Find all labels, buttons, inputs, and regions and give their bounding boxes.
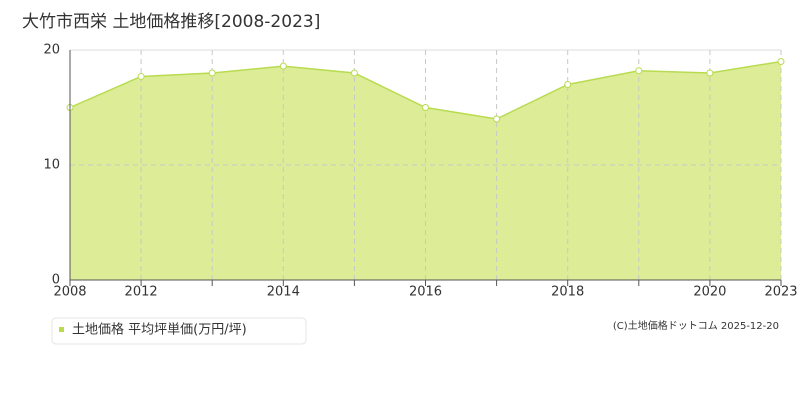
chart-title: 大竹市西栄 土地価格推移[2008-2023] xyxy=(22,12,320,32)
point xyxy=(777,58,785,65)
x-tick-label: 2012 xyxy=(125,285,158,300)
y-tick-label: 0 xyxy=(52,273,60,288)
x-tick-label: 2018 xyxy=(551,285,584,300)
point xyxy=(208,69,216,77)
point xyxy=(635,67,643,75)
y-tick-label: 20 xyxy=(43,43,60,58)
point xyxy=(137,72,145,80)
point xyxy=(706,69,714,77)
legend-label: 土地価格 平均坪単価(万円/坪) xyxy=(72,322,247,338)
point xyxy=(564,81,572,88)
x-tick-label: 2023 xyxy=(764,285,797,300)
x-tick-label: 2014 xyxy=(267,285,300,300)
point xyxy=(279,62,287,70)
point xyxy=(493,115,501,123)
point xyxy=(422,104,429,111)
x-tick-label: 2008 xyxy=(53,285,86,300)
x-tick-label: 2016 xyxy=(409,285,442,300)
y-tick-label: 10 xyxy=(43,158,60,173)
legend-marker xyxy=(59,327,64,332)
copyright: (C)土地価格ドットコム 2025-12-20 xyxy=(613,319,779,332)
x-tick-label: 2020 xyxy=(693,285,726,300)
point xyxy=(350,69,358,77)
legend-box xyxy=(51,317,307,345)
